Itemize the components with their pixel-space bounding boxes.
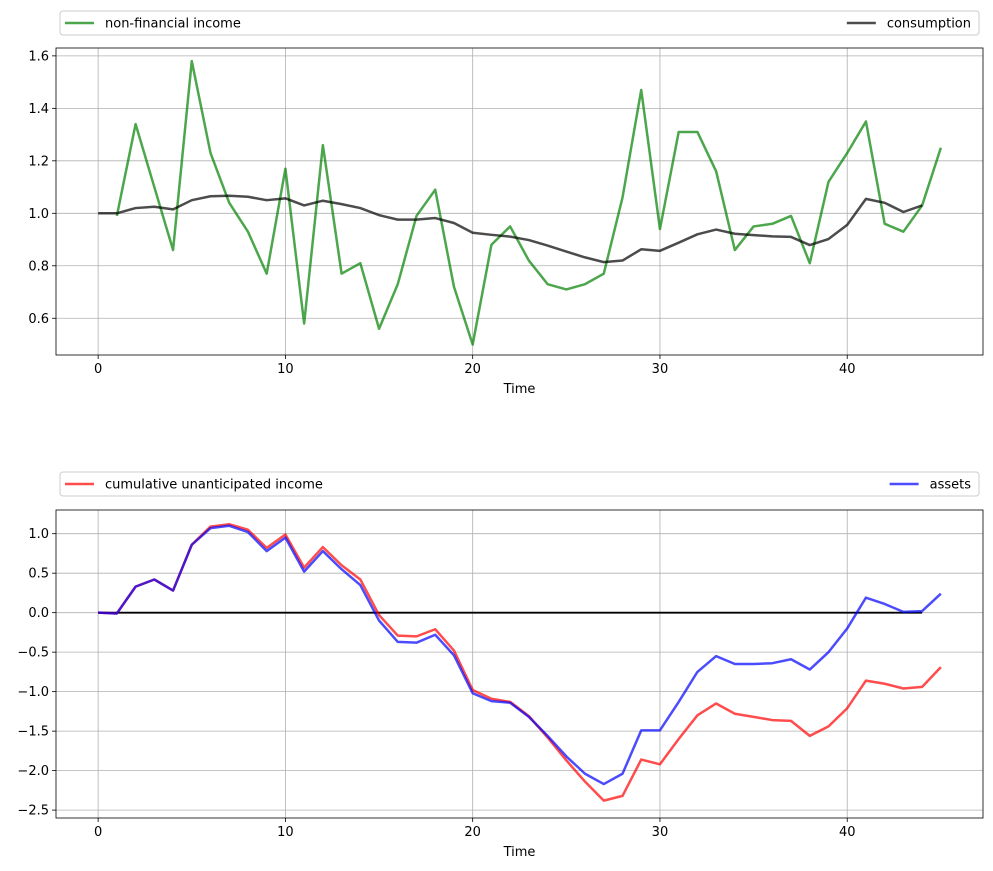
y-tick-label: 0.5 — [28, 567, 49, 582]
chart-panel-2: 0 10 20 30 40 −2.5 −2.0 −1.5 −1.0 −0.5 0.0 0.5 1.0 Ti… — [17, 471, 984, 860]
x-tick-label: 10 — [277, 825, 294, 840]
series-line-non-financial-income — [115, 59, 943, 346]
y-tick-label: 1.6 — [28, 49, 49, 64]
legend-entry-label: cumulative unanticipated income — [105, 478, 323, 493]
x-tick-label: 20 — [464, 825, 481, 840]
y-tick-label: 1.4 — [28, 102, 49, 117]
x-tick-label: 10 — [277, 362, 294, 377]
chart-panel-1: 0 10 20 30 40 0.6 0.8 1.0 1.2 1.4 1.6 Time non-finan… — [28, 10, 984, 397]
legend-entry-label: non-financial income — [105, 17, 241, 32]
series-line-assets — [98, 524, 942, 786]
x-tick-label: 40 — [839, 362, 856, 377]
y-tick-label: −0.5 — [17, 646, 49, 661]
x-tick-label: 0 — [94, 825, 102, 840]
series-line-cumulative-unanticipated-income — [98, 522, 942, 802]
x-tick-label: 30 — [652, 825, 669, 840]
legend-frame — [59, 471, 980, 497]
x-tick-label: 30 — [652, 362, 669, 377]
plot-frame — [55, 47, 984, 356]
legend: cumulative unanticipated income assets — [59, 471, 980, 497]
x-tick-label: 0 — [94, 362, 102, 377]
y-tick-label: −1.5 — [17, 725, 49, 740]
y-tick-label: 0.0 — [28, 606, 49, 621]
legend-entry-label: assets — [930, 478, 972, 493]
legend-frame — [59, 10, 980, 36]
y-tick-label: −2.5 — [17, 804, 49, 819]
y-tick-label: 1.0 — [28, 207, 49, 222]
y-tick-label: 1.2 — [28, 154, 49, 169]
series-line-consumption — [98, 194, 923, 264]
x-axis-label: Time — [503, 845, 536, 860]
y-tick-label: 0.8 — [28, 259, 49, 274]
plot-frame — [55, 509, 984, 819]
y-tick-label: 1.0 — [28, 527, 49, 542]
y-tick-label: 0.6 — [28, 312, 49, 327]
legend-entry-label: consumption — [887, 17, 971, 32]
x-axis-label: Time — [503, 382, 536, 397]
y-tick-label: −1.0 — [17, 685, 49, 700]
x-tick-label: 40 — [839, 825, 856, 840]
legend: non-financial income consumption — [59, 10, 980, 36]
x-tick-label: 20 — [464, 362, 481, 377]
y-tick-label: −2.0 — [17, 764, 49, 779]
